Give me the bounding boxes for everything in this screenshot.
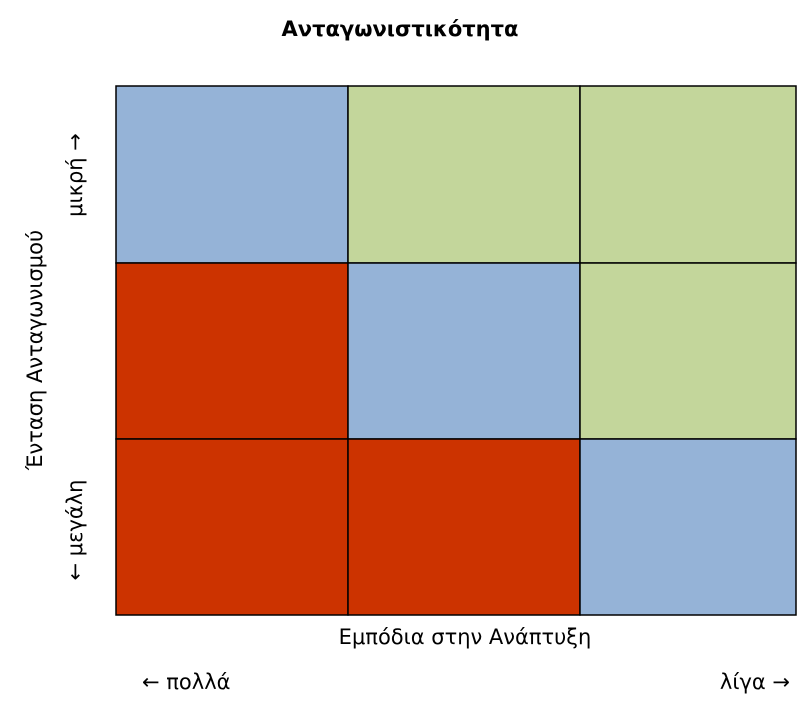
y-axis-high: μικρή → <box>63 133 87 217</box>
cell <box>115 85 349 264</box>
cell <box>115 262 349 440</box>
x-axis-right: λίγα → <box>720 670 790 694</box>
cell <box>579 438 797 616</box>
cell <box>347 85 581 264</box>
cell <box>579 262 797 440</box>
cell <box>115 438 349 616</box>
y-axis-low: ← μεγάλη <box>63 480 87 581</box>
cell <box>579 85 797 264</box>
x-axis-left: ← πολλά <box>142 670 230 694</box>
y-axis-label: Ένταση Ανταγωνισμού <box>23 230 47 471</box>
cell <box>347 438 581 616</box>
title: Ανταγωνιστικότητα <box>282 17 519 41</box>
cell <box>347 262 581 440</box>
x-axis-label: Εμπόδια στην Ανάπτυξη <box>339 625 592 649</box>
matrix <box>115 85 797 616</box>
